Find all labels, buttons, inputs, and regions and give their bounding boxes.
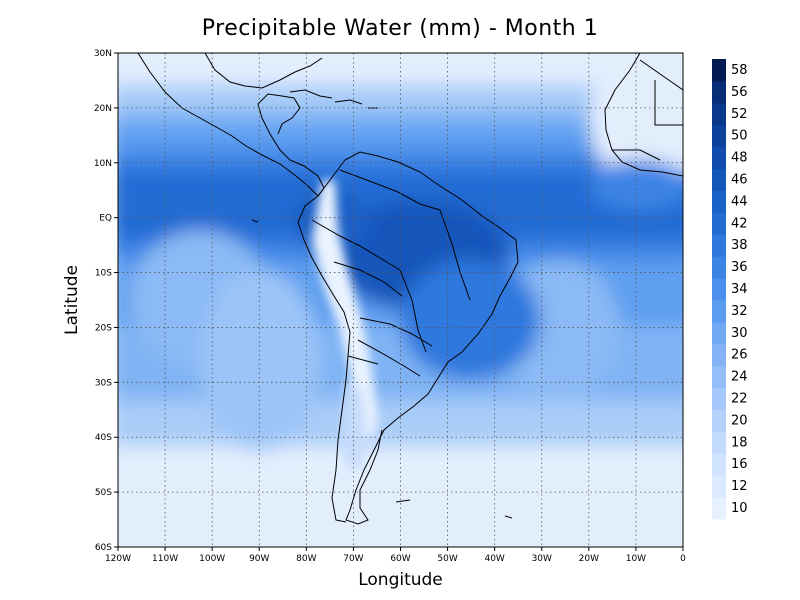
colorbar-label: 12 xyxy=(731,479,748,494)
colorbar-label: 56 xyxy=(731,85,748,100)
colorbar-label: 32 xyxy=(731,304,748,319)
x-tick-label: 90W xyxy=(249,554,269,564)
colorbar-label: 30 xyxy=(731,326,748,341)
colorbar-swatch xyxy=(712,59,726,82)
y-tick-label: 30N xyxy=(94,49,112,59)
colorbar-label: 52 xyxy=(731,107,748,122)
x-tick-label: 30W xyxy=(532,554,552,564)
x-tick-label: 110W xyxy=(152,554,178,564)
x-tick-label: 20W xyxy=(579,554,599,564)
colorbar-swatch xyxy=(712,146,726,170)
coastlines xyxy=(137,53,683,525)
colorbar-label: 22 xyxy=(731,392,748,407)
y-tick-label: EQ xyxy=(99,214,112,224)
colorbar-label: 44 xyxy=(731,194,748,209)
colorbar-swatch xyxy=(712,234,726,257)
colorbar-swatch xyxy=(712,299,726,323)
x-tick-label: 10W xyxy=(626,554,646,564)
colorbar-swatch xyxy=(712,278,726,301)
colorbar-label: 46 xyxy=(731,172,748,187)
colorbar-swatch xyxy=(712,124,726,148)
colorbar: 10 12 16 18 20 22 24 26 30 32 34 36 38 42 44 46 48 50 52 56… xyxy=(712,59,748,520)
colorbar-swatch xyxy=(712,497,726,520)
colorbar-label: 10 xyxy=(731,501,748,516)
x-axis-ticks: 120W 110W 100W 90W 80W 70W 60W 50W 40W 30W 20W 10W 0 xyxy=(105,547,686,564)
y-tick-label: 10N xyxy=(94,159,112,169)
y-axis-ticks: 30N 20N 10N EQ 10S 20S 30S 40S 50S 60S xyxy=(94,49,118,553)
colorbar-label: 26 xyxy=(731,348,748,363)
grid-lines xyxy=(118,53,683,547)
colorbar-label: 42 xyxy=(731,216,748,231)
colorbar-swatch xyxy=(712,80,726,104)
y-tick-label: 20N xyxy=(94,104,112,114)
x-tick-label: 50W xyxy=(437,554,457,564)
y-tick-label: 20S xyxy=(95,323,112,333)
colorbar-swatch xyxy=(712,102,726,126)
y-tick-label: 40S xyxy=(95,433,112,443)
colorbar-swatch xyxy=(712,453,726,476)
x-tick-label: 120W xyxy=(105,554,131,564)
colorbar-label: 50 xyxy=(731,129,748,144)
colorbar-label: 34 xyxy=(731,282,748,297)
colorbar-swatch xyxy=(712,475,726,498)
x-tick-label: 70W xyxy=(343,554,363,564)
colorbar-swatch xyxy=(712,321,726,345)
y-tick-label: 50S xyxy=(95,488,112,498)
x-tick-label: 0 xyxy=(680,554,686,564)
colorbar-label: 36 xyxy=(731,260,748,275)
y-tick-label: 10S xyxy=(95,269,112,279)
colorbar-swatch xyxy=(712,190,726,213)
colorbar-label: 48 xyxy=(731,151,748,166)
colorbar-swatch xyxy=(712,343,726,367)
colorbar-label: 58 xyxy=(731,63,748,78)
x-tick-label: 40W xyxy=(484,554,504,564)
precipitable-water-field xyxy=(118,53,683,547)
colorbar-swatch xyxy=(712,409,726,432)
colorbar-label: 18 xyxy=(731,435,748,450)
x-tick-label: 60W xyxy=(390,554,410,564)
colorbar-swatch xyxy=(712,387,726,410)
colorbar-label: 24 xyxy=(731,370,748,385)
colorbar-swatch xyxy=(712,365,726,389)
x-tick-label: 80W xyxy=(296,554,316,564)
colorbar-swatch xyxy=(712,212,726,235)
colorbar-swatch xyxy=(712,168,726,191)
colorbar-swatch xyxy=(712,256,726,279)
y-axis-label: Latitude xyxy=(62,265,82,335)
colorbar-swatch xyxy=(712,431,726,454)
colorbar-label: 38 xyxy=(731,238,748,253)
y-tick-label: 30S xyxy=(95,378,112,388)
colorbar-label: 16 xyxy=(731,457,748,472)
y-tick-label: 60S xyxy=(95,543,112,553)
colorbar-label: 20 xyxy=(731,413,748,428)
x-tick-label: 100W xyxy=(199,554,225,564)
x-axis-label: Longitude xyxy=(358,570,443,590)
chart-title: Precipitable Water (mm) - Month 1 xyxy=(201,16,599,41)
